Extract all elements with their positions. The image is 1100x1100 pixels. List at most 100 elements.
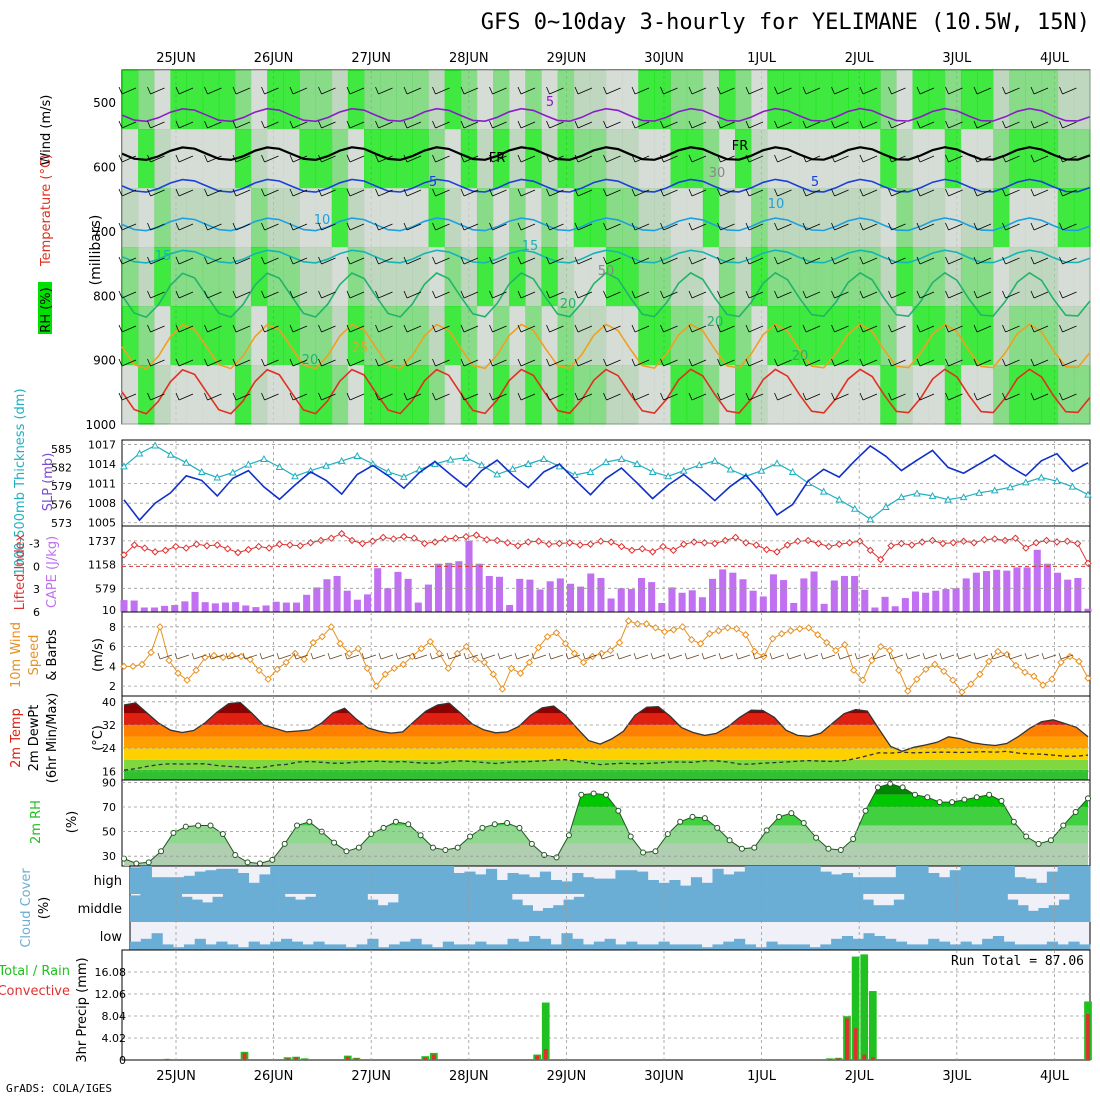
li-axis-label: Lifted Index — [13, 533, 28, 610]
rh-shading-cell — [283, 306, 300, 366]
wind-barb — [717, 120, 735, 129]
wind-barb — [1059, 86, 1077, 95]
thickness-line-point — [617, 454, 626, 463]
wind-barb — [546, 256, 564, 265]
wind10-line-point — [732, 625, 741, 633]
wind-barb — [460, 154, 479, 163]
precip-convective-bar — [836, 1058, 841, 1060]
wind10-barb — [667, 652, 683, 660]
lifted-index-line-point — [296, 542, 304, 550]
date-tick-bottom: 4JUL — [1040, 1069, 1070, 1084]
rh-shading-cell — [831, 188, 849, 248]
rh-shading-cell — [186, 247, 204, 307]
wind10-barb — [718, 652, 734, 660]
wind-barb — [289, 86, 308, 95]
cloud-cell — [130, 941, 142, 950]
rh-shading-cell — [315, 129, 333, 189]
rh2m-line-point — [281, 840, 288, 847]
wind-barb — [688, 324, 707, 333]
cloud-cell — [453, 873, 465, 894]
lifted-index-line-point — [991, 535, 999, 543]
rh-shading-cell — [460, 365, 478, 425]
rh-shading-cell — [1041, 129, 1059, 189]
cloud-cell — [917, 866, 929, 894]
rh-shading-cell — [364, 129, 381, 189]
rh-shading-cell — [267, 306, 284, 366]
rh-shading-cell — [864, 306, 881, 366]
wind-barb — [859, 392, 878, 401]
cloud-cell — [821, 894, 833, 922]
wind10-barb — [769, 652, 785, 660]
cloud-cell — [658, 882, 670, 894]
wind-barb — [204, 256, 222, 265]
rh-shading-cell — [573, 70, 591, 130]
rh-shading-cell — [525, 129, 542, 189]
wind-barb — [175, 358, 194, 367]
rh2m-line-point — [479, 824, 486, 831]
cape-bar — [1084, 608, 1092, 612]
wind-barb — [261, 120, 279, 129]
wind-barb — [517, 392, 536, 401]
rh-shading-cell — [977, 188, 994, 248]
rh-shading-cell — [880, 188, 897, 248]
lifted-index-line-point — [928, 536, 937, 545]
wind10-barb — [378, 652, 394, 660]
wind10-line-point — [336, 639, 344, 648]
wind-barb — [346, 290, 365, 299]
rh-shading-cell — [541, 365, 559, 425]
rh2m-line-point — [528, 840, 535, 847]
contour-label: 20 — [707, 315, 724, 330]
cloud-cell — [669, 880, 681, 894]
rh2m-line-point — [195, 822, 202, 829]
date-tick-top: 2JUL — [845, 51, 875, 66]
wind-barb — [346, 256, 365, 265]
rh2m-line-point — [1035, 840, 1042, 847]
wind-barb — [489, 392, 507, 401]
rh-shading-cell — [589, 129, 607, 189]
lifted-index-line-point — [462, 532, 470, 541]
wind-barb — [745, 120, 764, 129]
rh2m-line-point — [936, 799, 943, 806]
wind-barb — [888, 188, 906, 197]
cloud-cell — [1059, 899, 1070, 922]
wind-barb — [660, 392, 678, 401]
rh-shading-cell — [977, 365, 994, 425]
wind10-line-point — [624, 617, 633, 625]
rh-shading-cell — [831, 365, 849, 425]
wind-barb — [517, 290, 536, 299]
wind10-barb — [735, 652, 751, 660]
cloud-cell — [626, 870, 638, 894]
rh-shading-cell — [493, 306, 510, 366]
cloud-cell — [378, 866, 390, 894]
wind-barb — [460, 222, 479, 231]
li-tick-label: 6 — [33, 606, 40, 619]
cape-bar — [658, 602, 666, 612]
wind10-barb — [446, 652, 462, 660]
rh-shading-cell — [589, 70, 607, 130]
rh-shading-cell — [993, 306, 1010, 366]
cloud-cell — [150, 894, 162, 922]
rh-shading-cell — [380, 70, 397, 130]
wind10-line-point — [183, 676, 191, 684]
rh-shading-cell — [718, 188, 736, 248]
wind-barb — [631, 222, 650, 231]
cloud-cell — [171, 894, 183, 922]
cloud-cell — [755, 947, 767, 950]
lifted-index-line-point — [161, 546, 170, 555]
rh-shading-cell — [154, 129, 171, 189]
wind10-label-a: 10m Wind — [9, 622, 24, 688]
wind-barb — [1002, 290, 1020, 299]
thickness-line-point — [835, 495, 844, 503]
lifted-index-line-point — [866, 546, 875, 555]
rh-shading-cell — [460, 188, 478, 248]
precip-convective-bar — [845, 1018, 849, 1060]
thickness-line-point — [291, 472, 299, 480]
wind-barb — [973, 154, 992, 163]
wind-barb — [489, 154, 507, 163]
cloud-cell — [367, 899, 379, 922]
wind-barb — [175, 222, 194, 231]
cloud-cell — [315, 894, 327, 922]
rh-shading-cell — [848, 70, 865, 130]
wind-barb — [232, 154, 251, 163]
rh-shading-cell — [299, 188, 317, 248]
